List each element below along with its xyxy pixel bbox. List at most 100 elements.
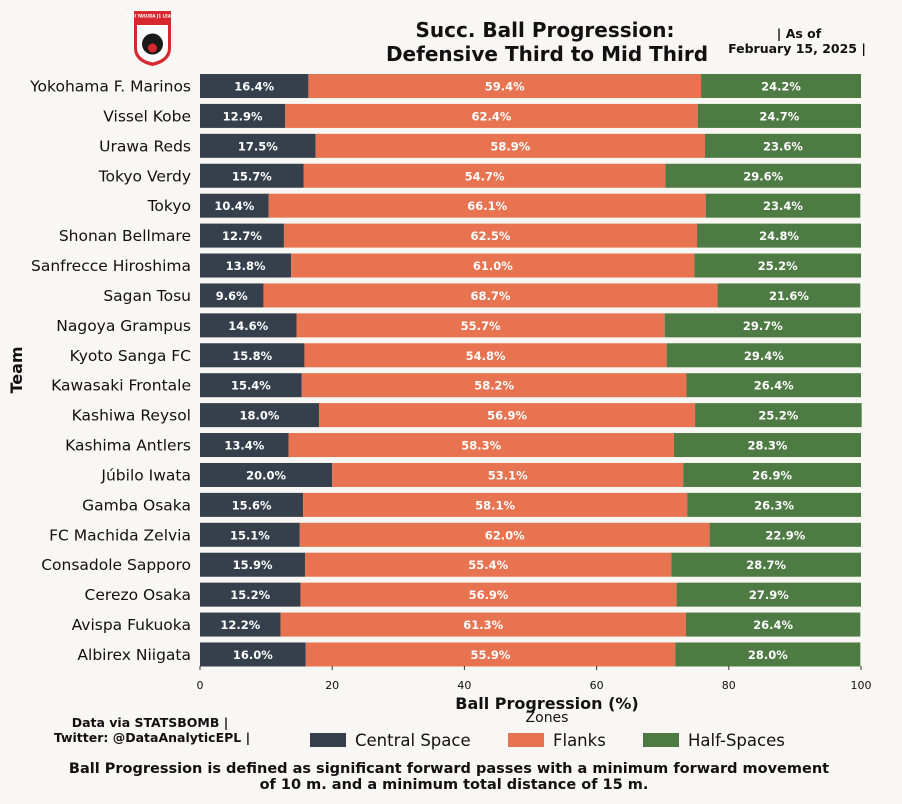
bar-flanks xyxy=(301,373,687,398)
bar-flanks xyxy=(305,552,672,577)
y-tick-label: Yokohama F. Marinos xyxy=(29,78,191,96)
bar-value-label: 12.7% xyxy=(222,229,262,243)
bar-central-space xyxy=(200,433,289,458)
bar-central-space xyxy=(200,313,297,338)
bar-flanks xyxy=(285,103,698,128)
bar-value-label: 26.3% xyxy=(754,498,794,512)
source-line2: Twitter: @DataAnalyticEPL | xyxy=(54,730,250,745)
bar-value-label: 15.7% xyxy=(232,169,272,183)
legend-swatch-central-space xyxy=(310,733,346,747)
bar-value-label: 58.3% xyxy=(461,439,501,453)
legend-swatch-half-spaces xyxy=(643,733,679,747)
bar-central-space xyxy=(200,223,284,248)
bar-value-label: 16.4% xyxy=(234,80,274,94)
bar-flanks xyxy=(299,522,710,547)
bar-value-label: 22.9% xyxy=(765,528,805,542)
bar-flanks xyxy=(296,313,665,338)
bar-flanks xyxy=(288,433,674,458)
bar-half-spaces xyxy=(697,223,861,248)
x-axis-label: Ball Progression (%) xyxy=(455,694,638,713)
bar-value-label: 29.4% xyxy=(744,349,784,363)
bar-value-label: 61.0% xyxy=(473,259,513,273)
y-tick-label: Cerezo Osaka xyxy=(85,586,191,604)
legend-title: Zones xyxy=(526,710,569,726)
bar-central-space xyxy=(200,582,301,607)
bar-value-label: 28.3% xyxy=(748,439,788,453)
bar-flanks xyxy=(315,133,706,158)
legend-swatch-flanks xyxy=(508,733,544,747)
bars-layer: 16.4% 59.4% 24.2% 12.9% 62.4% 24.7% 17.5% 58.9%… xyxy=(200,74,862,667)
bar-flanks xyxy=(332,462,684,487)
bar-value-label: 23.6% xyxy=(763,139,803,153)
bar-half-spaces xyxy=(664,313,861,338)
y-tick-label: Albirex Niigata xyxy=(77,646,191,664)
bar-value-label: 15.1% xyxy=(230,528,270,542)
bar-value-label: 55.7% xyxy=(461,319,501,333)
y-tick-label: Sagan Tosu xyxy=(103,287,191,305)
bar-central-space xyxy=(200,343,305,368)
legend: Zones Central Space Flanks Half-Spaces xyxy=(310,710,785,750)
logo-text: MEIJI YASUDA J1 LEAGUE xyxy=(125,14,181,19)
bar-central-space xyxy=(200,373,302,398)
bar-value-label: 18.0% xyxy=(240,409,280,423)
y-tick-label: Urawa Reds xyxy=(99,137,191,155)
bar-value-label: 15.8% xyxy=(232,349,272,363)
bar-half-spaces xyxy=(666,343,861,368)
bar-value-label: 61.3% xyxy=(463,618,503,632)
bar-flanks xyxy=(283,223,698,248)
y-tick-label: Kashiwa Reysol xyxy=(72,407,191,425)
bar-central-space xyxy=(200,612,281,637)
bar-half-spaces xyxy=(701,74,861,98)
bar-value-label: 59.4% xyxy=(485,80,525,94)
bar-value-label: 24.7% xyxy=(759,109,799,123)
bar-value-label: 25.2% xyxy=(758,259,798,273)
chart-title-line2: Defensive Third to Mid Third xyxy=(386,42,708,66)
bar-flanks xyxy=(303,163,666,188)
bar-flanks xyxy=(291,253,695,278)
legend-label-flanks: Flanks xyxy=(553,731,606,750)
y-tick-label: FC Machida Zelvia xyxy=(49,526,191,544)
bar-flanks xyxy=(268,193,706,218)
legend-items: Central Space Flanks Half-Spaces xyxy=(310,731,785,750)
bar-value-label: 15.2% xyxy=(230,588,270,602)
legend-label-half-spaces: Half-Spaces xyxy=(688,731,785,750)
bar-value-label: 14.6% xyxy=(228,319,268,333)
x-tick-label: 100 xyxy=(851,679,872,692)
x-tick-label: 40 xyxy=(457,679,471,692)
bar-value-label: 29.6% xyxy=(743,169,783,183)
bar-value-label: 9.6% xyxy=(216,289,248,303)
bar-value-label: 25.2% xyxy=(758,409,798,423)
bar-value-label: 55.4% xyxy=(468,558,508,572)
bar-value-label: 13.4% xyxy=(224,439,264,453)
bar-half-spaces xyxy=(686,373,861,398)
bar-central-space xyxy=(200,193,269,218)
bar-value-label: 56.9% xyxy=(487,409,527,423)
y-tick-label: Kyoto Sanga FC xyxy=(70,347,191,365)
date-line1: | As of xyxy=(777,26,822,41)
bar-half-spaces xyxy=(705,133,861,158)
bar-half-spaces xyxy=(665,163,861,188)
bar-value-label: 58.2% xyxy=(474,379,514,393)
bar-flanks xyxy=(304,343,667,368)
bar-central-space xyxy=(200,103,286,128)
bar-value-label: 13.8% xyxy=(226,259,266,273)
bar-half-spaces xyxy=(705,193,861,218)
source-line1: Data via STATSBOMB | xyxy=(72,715,229,730)
bar-central-space xyxy=(200,74,309,98)
bar-value-label: 24.2% xyxy=(761,80,801,94)
bar-value-label: 53.1% xyxy=(488,468,528,482)
bar-value-label: 12.9% xyxy=(223,109,263,123)
y-tick-label: Sanfrecce Hiroshima xyxy=(31,257,191,275)
x-tick-label: 20 xyxy=(325,679,339,692)
bar-central-space xyxy=(200,642,306,667)
bar-central-space xyxy=(200,403,319,428)
y-tick-label: Tokyo Verdy xyxy=(98,167,191,185)
x-axis: 0 20 40 60 80 100 xyxy=(197,666,872,692)
x-tick-label: 60 xyxy=(590,679,604,692)
x-tick-label: 0 xyxy=(197,679,204,692)
bar-value-label: 15.6% xyxy=(232,498,272,512)
league-logo: MEIJI YASUDA J1 LEAGUE xyxy=(125,11,181,66)
bar-half-spaces xyxy=(717,283,861,308)
bar-value-label: 15.9% xyxy=(233,558,273,572)
